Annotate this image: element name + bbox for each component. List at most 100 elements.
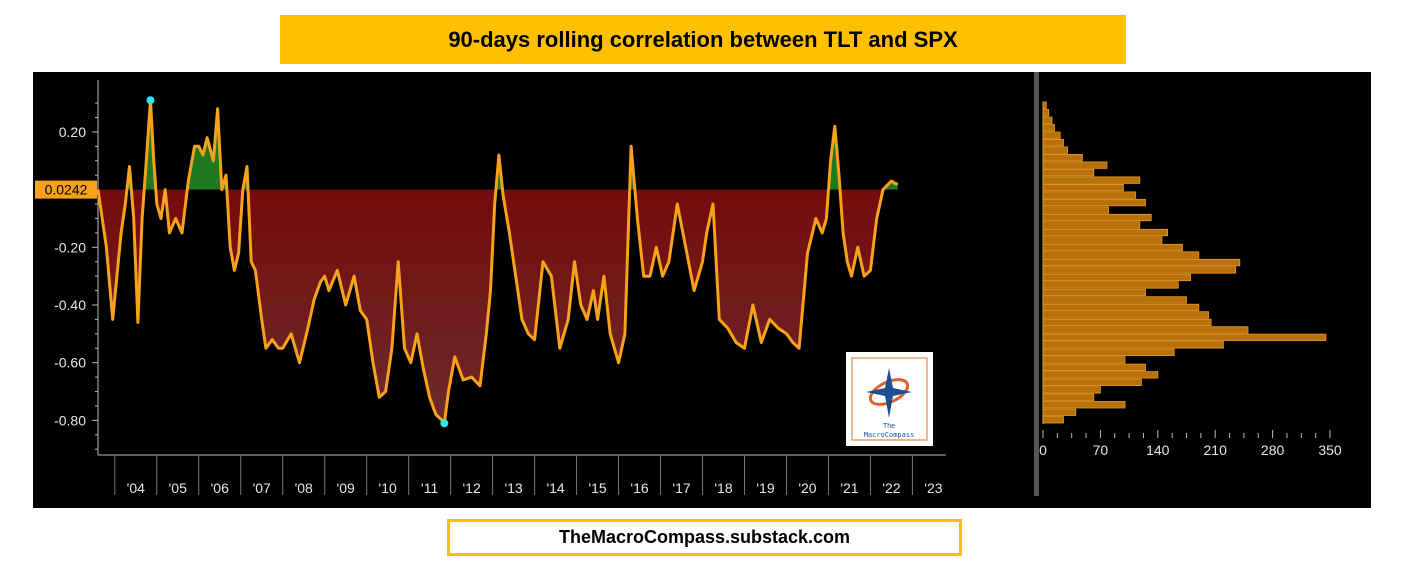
data-point [202, 154, 204, 156]
data-point [842, 232, 844, 234]
data-point [454, 356, 456, 358]
x-tick-label: '23 [924, 480, 942, 496]
y-tick-label: -0.60 [54, 355, 86, 371]
x-tick-label: '20 [798, 480, 816, 496]
data-point [181, 232, 183, 234]
data-point [435, 414, 437, 416]
hist-bar [1042, 311, 1210, 319]
data-point [137, 321, 139, 323]
data-point [846, 261, 848, 263]
logo-frame [851, 357, 928, 441]
data-point [141, 218, 143, 219]
data-point [221, 189, 223, 191]
data-point [706, 232, 708, 234]
x-tick-label: '18 [714, 480, 732, 496]
data-point [830, 160, 832, 162]
data-point [609, 333, 611, 335]
footer-url[interactable]: TheMacroCompass.substack.com [558, 527, 851, 547]
data-point [198, 145, 200, 147]
data-point [502, 194, 504, 196]
hist-bar [1042, 303, 1200, 312]
data-point [815, 218, 817, 219]
hist-tick-label: 0 [1039, 442, 1047, 458]
y-tick-label: -0.20 [54, 239, 86, 255]
data-point [592, 290, 594, 292]
hist-bar [1042, 356, 1126, 364]
hist-bar [1042, 318, 1212, 327]
data-point [685, 246, 687, 248]
data-point [233, 269, 235, 271]
extreme-marker [440, 419, 449, 428]
data-point [278, 347, 279, 349]
x-tick-label: '05 [169, 480, 187, 496]
hist-bar [1042, 408, 1077, 416]
extreme-marker [146, 96, 155, 105]
x-tick-label: '19 [756, 480, 774, 496]
hist-bar [1042, 378, 1142, 387]
data-point [876, 218, 878, 219]
data-point [404, 347, 405, 349]
hist-bar [1042, 221, 1141, 229]
x-tick-label: '21 [840, 480, 858, 496]
hist-bar [1042, 198, 1146, 207]
data-point [254, 269, 256, 271]
data-point [821, 232, 823, 234]
data-point [515, 275, 517, 277]
data-point [521, 318, 523, 320]
data-point [676, 203, 678, 205]
x-tick-label: '13 [504, 480, 522, 496]
x-tick-label: '22 [882, 480, 900, 496]
data-point [112, 318, 114, 320]
logo-line2: MacroCompass [864, 431, 915, 439]
data-point [693, 290, 695, 292]
data-point [649, 275, 651, 277]
data-point [194, 145, 196, 147]
data-point [212, 160, 214, 162]
hist-bar [1042, 243, 1183, 252]
data-point [471, 376, 473, 378]
data-point [156, 203, 158, 205]
data-point [668, 261, 670, 263]
hist-bar [1042, 146, 1069, 154]
data-point [662, 275, 664, 277]
x-tick-label: '09 [337, 480, 355, 496]
data-point [485, 333, 487, 335]
data-point [328, 290, 330, 292]
data-point [164, 189, 166, 191]
data-point [320, 281, 321, 283]
hist-bar [1042, 288, 1146, 297]
data-point [353, 275, 355, 277]
data-point [366, 318, 368, 320]
data-point [494, 203, 496, 205]
data-point [422, 368, 424, 369]
data-point [372, 362, 374, 364]
data-point [206, 137, 208, 139]
data-point [152, 154, 154, 156]
data-point [825, 218, 827, 219]
data-point [834, 125, 836, 127]
data-point [508, 232, 510, 234]
data-point [250, 261, 252, 263]
data-point [777, 327, 779, 329]
data-point [116, 275, 118, 277]
data-point [359, 310, 361, 312]
data-point [559, 347, 561, 349]
data-point [636, 218, 638, 219]
data-point [261, 318, 263, 320]
y-tick-label: -0.80 [54, 412, 86, 428]
data-point [282, 347, 284, 349]
data-point [229, 246, 231, 248]
data-point [851, 275, 852, 277]
data-point [857, 246, 859, 248]
data-point [238, 252, 240, 254]
last-value-badge [35, 180, 97, 199]
hist-bar [1042, 236, 1163, 244]
data-point [542, 261, 544, 263]
hist-tick-label: 70 [1093, 442, 1109, 458]
data-point [105, 246, 107, 248]
x-tick-label: '08 [295, 480, 313, 496]
x-tick-label: '12 [462, 480, 480, 496]
data-point [744, 347, 745, 349]
data-point [618, 362, 620, 364]
